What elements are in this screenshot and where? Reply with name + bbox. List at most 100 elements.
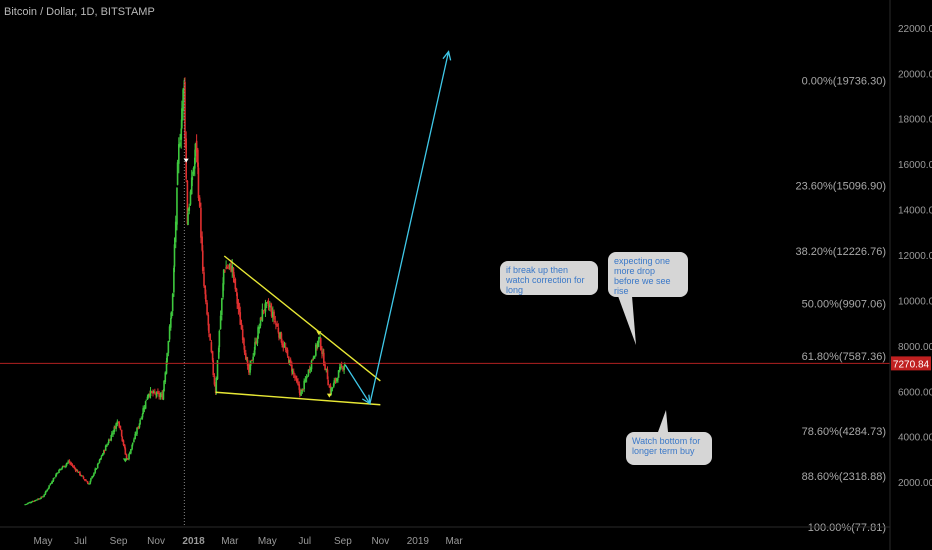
x-tick-label: Nov [147,536,165,547]
candle-body [259,317,262,326]
candle-body [273,311,275,320]
x-tick-label: Nov [371,536,389,547]
candle-body [86,481,89,483]
candle-body [82,476,85,479]
candle-body [292,371,295,375]
candle-body [133,439,135,443]
candle-body [238,307,241,313]
candle-body [225,267,228,269]
x-tick-label: May [258,536,277,547]
candle-body [330,388,333,395]
candle-body [253,350,256,356]
trendline-upper[interactable] [223,255,381,382]
candle-body [24,504,26,506]
candle-body [244,353,247,360]
candle-body [218,330,221,347]
marker-high-triangle [316,331,322,336]
candle-body [270,307,272,309]
candle-body [164,372,167,382]
candle-body [255,341,258,344]
candle-body [243,345,246,353]
candle-body [159,395,162,398]
candle-body [96,463,99,469]
candle-body [52,478,55,481]
candle-body [82,475,84,477]
candle-body [181,108,183,129]
candle-body [268,305,271,308]
fib-level-label: 78.60%(4284.73) [802,426,886,438]
projection-path[interactable] [344,51,450,406]
candle-body [283,346,286,348]
candle-body [280,333,283,343]
candle-body [201,250,204,271]
annotation-text: Watch bottom for longer term buy [632,436,701,456]
candle-body [47,487,50,490]
candle-body [319,337,321,339]
candle-body [222,269,225,285]
candle-body [32,500,35,502]
candle-body [237,302,240,310]
candle-body [69,462,71,464]
y-tick-label: 8000.00 [898,342,932,353]
candle-body [120,429,123,437]
candle-body [210,342,213,352]
candle-body [161,393,164,400]
candle-body [119,425,122,430]
candle-body [227,267,229,269]
candle-body [55,473,58,476]
candle-body [229,263,231,266]
y-tick-label: 22000.00 [898,24,932,35]
candle-body [312,357,315,359]
x-tick-label: May [34,536,53,547]
candle-body [340,365,342,369]
candle-body [110,435,113,441]
trendlines-layer [0,50,890,527]
candle-body [117,421,120,423]
candle-body [147,393,150,397]
candle-body [294,375,296,378]
candle-body [176,187,178,225]
candle-body [328,386,331,388]
candle-body [70,462,73,465]
candle-body [124,448,127,455]
candle-body [116,421,119,425]
candle-body [73,466,76,469]
marker-low-triangle [326,393,332,398]
candle-body [305,377,308,379]
candle-body [309,368,312,371]
candle-body [228,265,230,267]
candle-body [111,433,113,435]
marker-sell-triangle [183,158,189,163]
candle-body [306,376,309,378]
candle-body [136,428,138,434]
candle-body [333,380,336,384]
candle-body [201,236,203,251]
candle-body [285,350,288,352]
marker-buy-triangle [122,458,128,463]
candle-body [42,496,44,498]
candle-body [257,327,259,339]
candle-body [68,460,71,463]
candle-body [154,391,156,394]
candle-body [267,301,269,303]
candle-body [180,128,183,140]
y-tick-label: 14000.00 [898,206,932,217]
candle-body [168,326,171,340]
candle-body [26,503,29,505]
candle-body [190,177,193,195]
candle-body [193,157,196,169]
trendline-lower[interactable] [215,391,381,406]
candle-body [332,383,335,388]
candle-body [176,162,179,185]
candle-body [234,279,237,290]
candle-body [99,458,102,460]
candle-body [230,264,232,272]
candle-body [284,347,287,350]
candle-body [197,149,199,167]
candle-body [130,448,132,454]
fib-level-label: 100.00%(77.81) [808,522,886,534]
candle-body [93,472,95,476]
candle-body [79,471,81,475]
candle-body [258,326,261,330]
